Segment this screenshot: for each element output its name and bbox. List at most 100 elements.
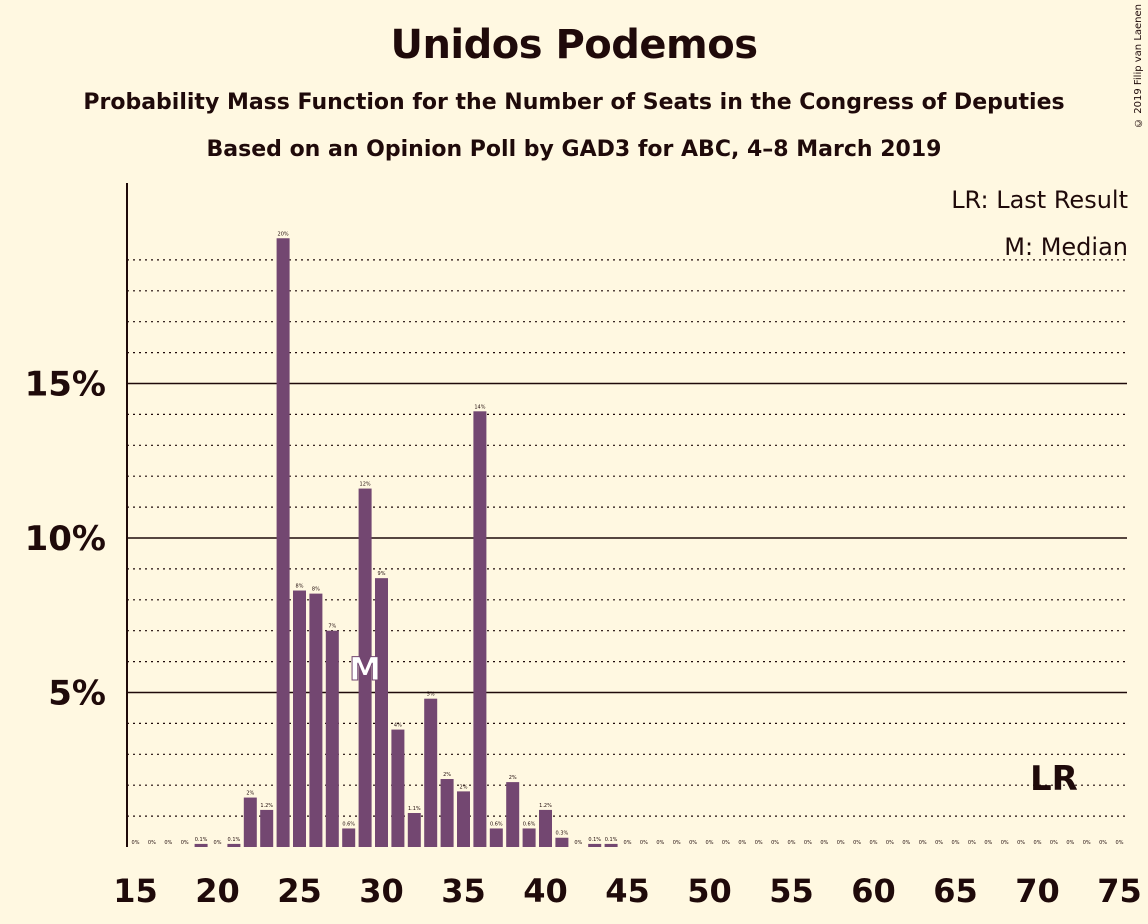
bar: [522, 828, 536, 847]
bar-value-label: 0%: [1034, 840, 1042, 846]
y-tick-label: 5%: [48, 674, 106, 714]
bar-value-label: 0.6%: [523, 821, 536, 827]
x-tick-label: 40: [523, 872, 568, 910]
bar-value-label: 0%: [722, 840, 730, 846]
median-marker: M: [349, 650, 381, 688]
x-tick-label: 55: [769, 872, 814, 910]
bar-value-label: 2%: [509, 775, 517, 781]
x-tick-label: 15: [113, 872, 158, 910]
bar-value-label: 7%: [328, 624, 336, 630]
x-tick-label: 20: [195, 872, 240, 910]
bar-value-label: 0%: [886, 840, 894, 846]
x-tick-label: 65: [933, 872, 978, 910]
bar-value-label: 0%: [1050, 840, 1058, 846]
bar: [358, 488, 372, 847]
bar-value-label: 0.6%: [490, 821, 503, 827]
last-result-marker: LR: [1030, 759, 1078, 799]
bar-value-label: 0%: [1083, 840, 1091, 846]
bar-value-label: 0%: [181, 840, 189, 846]
bar-value-label: 0%: [624, 840, 632, 846]
bar-value-label: 14%: [474, 404, 485, 410]
bar-value-label: 4%: [394, 723, 402, 729]
bar: [457, 791, 470, 847]
bar: [194, 843, 208, 847]
bar-value-label: 2%: [460, 784, 468, 790]
legend-last-result: LR: Last Result: [951, 186, 1128, 214]
bar-value-label: 0%: [902, 840, 910, 846]
bar-value-label: 1.2%: [539, 803, 552, 809]
chart-subtitle-source: Based on an Opinion Poll by GAD3 for ABC…: [206, 137, 942, 162]
bar-value-label: 0%: [919, 840, 927, 846]
bar-value-label: 0%: [804, 840, 812, 846]
x-tick-label: 70: [1015, 872, 1060, 910]
bar: [506, 782, 520, 847]
bar-value-label: 0%: [164, 840, 172, 846]
bar: [588, 843, 602, 847]
bar-value-label: 0%: [1099, 840, 1107, 846]
bar-value-label: 0%: [820, 840, 828, 846]
bar-value-label: 2%: [246, 791, 254, 797]
bar-value-label: 12%: [360, 482, 371, 488]
bar-value-label: 0%: [132, 840, 140, 846]
bar: [604, 843, 618, 847]
bar: [407, 813, 421, 847]
x-tick-label: 75: [1097, 872, 1142, 910]
bar-value-label: 0%: [870, 840, 878, 846]
y-tick-label: 15%: [25, 365, 106, 405]
bar-value-label: 0%: [673, 840, 681, 846]
bar-value-label: 0%: [689, 840, 697, 846]
chart-subtitle: Probability Mass Function for the Number…: [83, 90, 1065, 115]
bar-value-label: 9%: [378, 571, 386, 577]
bar-value-label: 0.1%: [588, 837, 601, 843]
bar-value-label: 1.1%: [408, 806, 421, 812]
bar-value-label: 0%: [738, 840, 746, 846]
bar: [325, 630, 339, 847]
bar-value-label: 0%: [837, 840, 845, 846]
bar-value-label: 0.1%: [605, 837, 618, 843]
bar-value-label: 5%: [427, 692, 435, 698]
x-tick-label: 35: [441, 872, 486, 910]
bar: [342, 828, 356, 847]
bar: [260, 809, 274, 847]
x-tick-label: 30: [359, 872, 404, 910]
bar-value-label: 0.1%: [195, 837, 208, 843]
bar-value-label: 0.1%: [228, 837, 241, 843]
bar-value-label: 0%: [935, 840, 943, 846]
bar-value-label: 8%: [296, 584, 304, 590]
bar-value-label: 2%: [443, 772, 451, 778]
bar-value-label: 20%: [278, 231, 289, 237]
legend-median: M: Median: [1004, 233, 1128, 261]
x-tick-label: 45: [605, 872, 650, 910]
bar-value-label: 0%: [968, 840, 976, 846]
bar: [391, 729, 405, 847]
x-tick-label: 60: [851, 872, 896, 910]
bar: [440, 779, 454, 847]
bar-value-label: 0%: [1116, 840, 1124, 846]
bar-value-label: 0%: [656, 840, 664, 846]
bar-value-label: 0.3%: [556, 831, 569, 837]
bar-value-label: 0%: [574, 840, 582, 846]
bar-value-label: 0%: [771, 840, 779, 846]
x-tick-label: 50: [687, 872, 732, 910]
bar: [309, 593, 323, 847]
bar-value-label: 0%: [214, 840, 222, 846]
bar-value-label: 0%: [1017, 840, 1025, 846]
bar-value-label: 0.6%: [342, 821, 355, 827]
bar: [293, 590, 306, 847]
bar-value-label: 0%: [706, 840, 714, 846]
bar-value-label: 0%: [148, 840, 156, 846]
bar-value-label: 8%: [312, 587, 320, 593]
bar-value-label: 0%: [1066, 840, 1074, 846]
bar-value-label: 1.2%: [260, 803, 273, 809]
bar: [489, 828, 503, 847]
bar: [539, 809, 552, 847]
bar-value-label: 0%: [853, 840, 861, 846]
y-tick-label: 10%: [25, 519, 106, 559]
bar: [375, 578, 388, 847]
x-tick-label: 25: [277, 872, 322, 910]
bar-value-label: 0%: [788, 840, 796, 846]
bar: [424, 698, 438, 847]
bar: [473, 411, 487, 847]
bar-value-label: 0%: [640, 840, 648, 846]
